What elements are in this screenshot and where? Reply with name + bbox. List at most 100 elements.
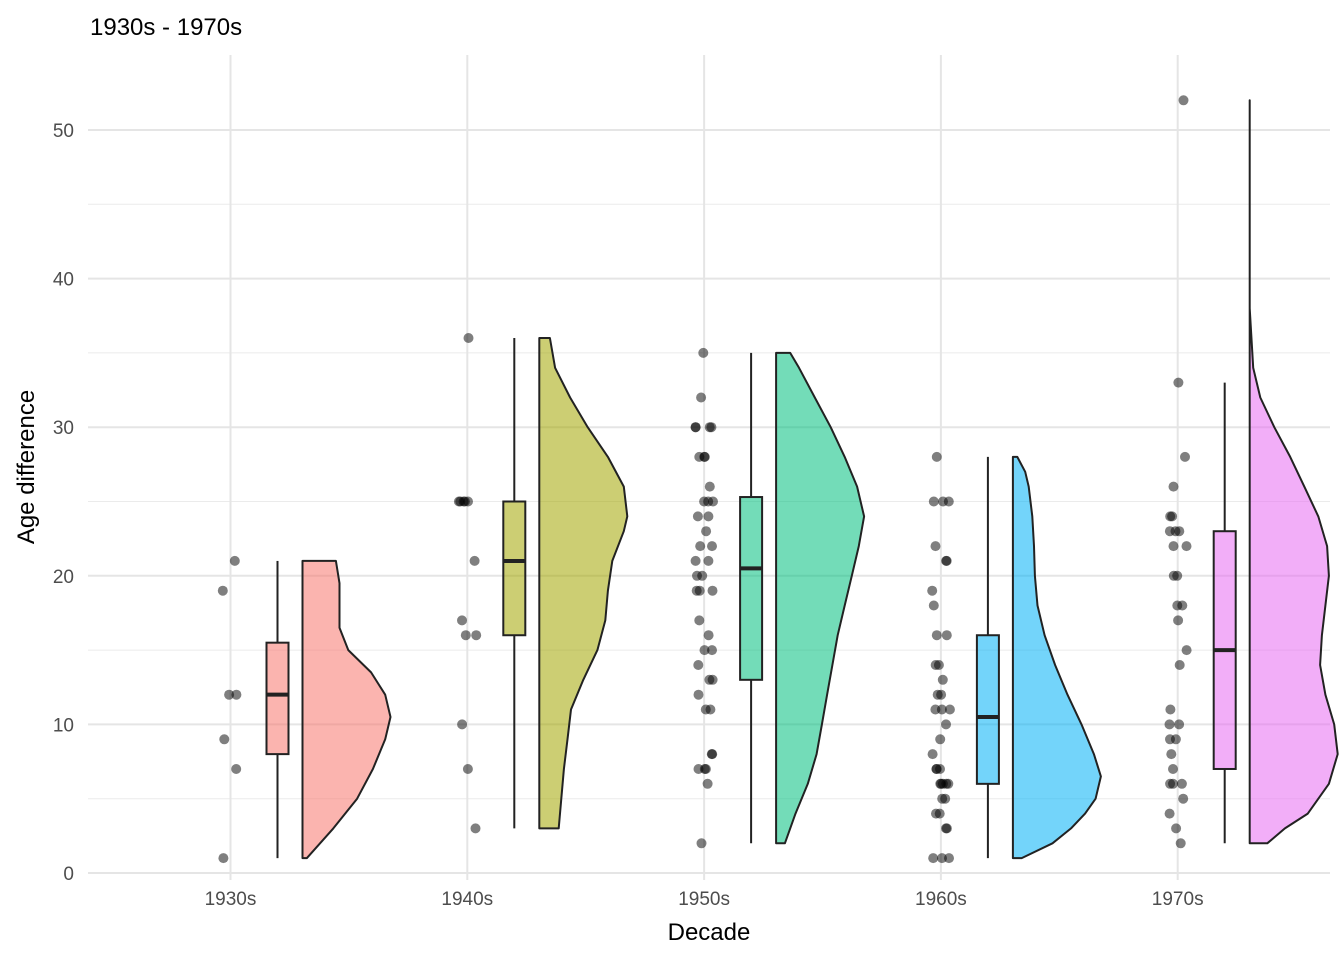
data-point — [694, 615, 705, 626]
x-axis-title: Decade — [668, 919, 751, 946]
data-point — [692, 511, 703, 522]
violin-1960s — [1011, 455, 1102, 860]
data-point — [217, 585, 228, 596]
x-tick-label: 1940s — [441, 889, 493, 910]
x-tick-label: 1930s — [205, 889, 257, 910]
data-point — [944, 853, 954, 864]
group-1950s — [690, 347, 866, 849]
data-point — [928, 496, 939, 507]
data-point — [696, 838, 707, 849]
data-point — [931, 630, 942, 641]
data-point — [927, 585, 938, 596]
groups — [217, 95, 1339, 864]
data-point — [704, 481, 715, 492]
chart-title: 1930s - 1970s — [90, 14, 242, 41]
data-point — [707, 645, 717, 656]
data-point — [927, 749, 938, 760]
data-point — [931, 451, 942, 462]
data-point — [933, 660, 944, 670]
data-point — [940, 793, 951, 804]
data-point — [462, 764, 473, 774]
grid — [88, 55, 1330, 880]
data-point — [935, 734, 946, 745]
data-point — [698, 347, 709, 358]
x-tick-label: 1950s — [678, 889, 730, 910]
data-point — [703, 630, 714, 641]
data-point — [703, 555, 714, 566]
data-point — [706, 749, 717, 760]
data-point — [1178, 793, 1189, 804]
data-point — [1178, 95, 1189, 106]
data-point — [704, 422, 715, 433]
data-point — [460, 630, 471, 641]
data-point — [930, 541, 941, 552]
data-point — [938, 496, 948, 507]
data-point — [693, 689, 704, 700]
data-point — [928, 600, 939, 611]
data-point — [703, 511, 714, 522]
y-tick-label: 0 — [63, 864, 74, 885]
data-point — [696, 392, 707, 403]
data-point — [693, 660, 704, 670]
box-1950s — [739, 496, 764, 681]
data-point — [231, 764, 242, 774]
data-point — [932, 689, 943, 700]
data-point — [931, 764, 942, 774]
axes: 0 10 20 30 40 50 1930s 1940s 1950s 1960s 1970s — [53, 121, 1204, 910]
data-point — [1181, 645, 1192, 656]
data-point — [457, 719, 468, 730]
data-point — [469, 555, 480, 566]
violin-1950s — [775, 351, 866, 845]
data-point — [699, 645, 710, 656]
data-point — [1173, 377, 1184, 388]
data-point — [1181, 541, 1192, 552]
y-tick-label: 10 — [53, 715, 74, 736]
data-point — [219, 734, 230, 745]
data-point — [935, 778, 946, 789]
data-point — [701, 526, 712, 537]
x-tick-label: 1970s — [1152, 889, 1204, 910]
data-point — [697, 570, 708, 581]
data-point — [1168, 764, 1178, 774]
data-point — [1176, 778, 1187, 789]
data-point — [1165, 704, 1176, 715]
data-point — [707, 585, 718, 596]
data-point — [1168, 481, 1179, 492]
data-point — [457, 615, 467, 626]
data-point — [1174, 526, 1185, 537]
data-point — [470, 823, 481, 834]
group-1940s — [453, 333, 629, 834]
data-point — [702, 778, 713, 789]
data-point — [1175, 838, 1186, 849]
data-point — [707, 674, 718, 685]
data-point — [699, 451, 710, 462]
data-point — [1180, 451, 1190, 462]
data-point — [1168, 778, 1178, 789]
data-point — [1168, 541, 1179, 552]
violin-1940s — [538, 337, 629, 830]
group-1970s — [1164, 95, 1339, 849]
data-point — [1173, 615, 1184, 626]
group-1960s — [927, 451, 1102, 864]
data-point — [941, 630, 952, 641]
data-point — [690, 555, 701, 566]
data-point — [699, 496, 710, 507]
data-point — [937, 674, 948, 685]
y-tick-label: 40 — [53, 270, 74, 291]
data-point — [941, 823, 951, 834]
data-point — [695, 541, 706, 552]
data-point — [463, 333, 474, 343]
group-1930s — [217, 555, 392, 864]
data-point — [690, 422, 701, 433]
box-1930s — [265, 641, 290, 756]
data-point — [463, 496, 473, 507]
data-point — [931, 808, 941, 819]
box-1940s — [502, 500, 527, 637]
data-point — [928, 853, 939, 864]
data-point — [224, 689, 235, 700]
data-point — [1171, 823, 1182, 834]
data-point — [707, 541, 717, 552]
violin-1930s — [301, 559, 392, 860]
y-axis-title: Age difference — [13, 390, 40, 544]
y-tick-label: 30 — [53, 418, 74, 439]
